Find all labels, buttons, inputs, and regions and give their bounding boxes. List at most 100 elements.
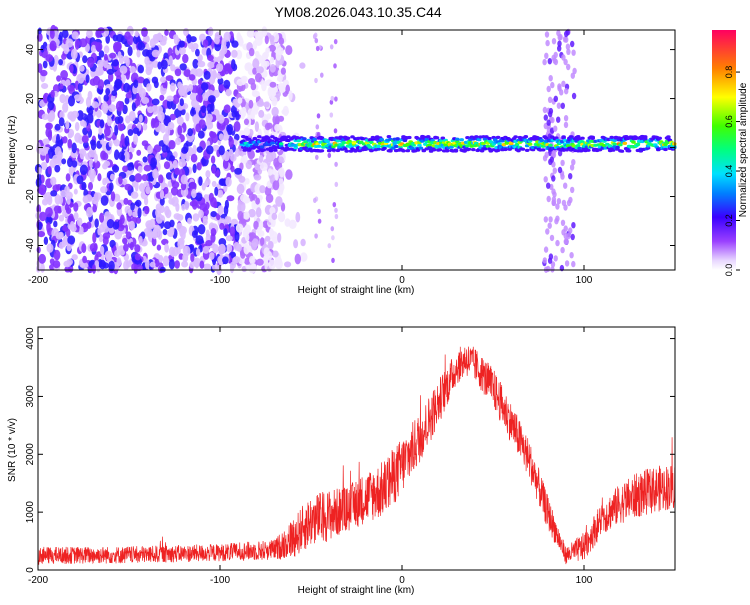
spectrogram-cell (253, 220, 259, 230)
spectrogram-cell (237, 211, 244, 221)
spectrogram-cell (395, 137, 400, 141)
spectrogram-cell (580, 140, 585, 144)
spectrogram-cell (174, 68, 182, 77)
spectrogram-cell (524, 148, 530, 152)
spectrogram-cell (269, 63, 276, 73)
spectrogram-cell (195, 235, 204, 245)
spectrogram-cell (203, 70, 211, 80)
spectrogram-cell (476, 138, 482, 142)
spectrogram-x-axis-label: Height of straight line (km) (298, 285, 415, 296)
snr-y-tick-label: 4000 (25, 327, 36, 350)
spectrogram-cell (128, 110, 136, 122)
snr-y-tick-label: 0 (25, 567, 36, 573)
spectrogram-cell (550, 266, 555, 273)
spectrogram-cell (386, 135, 392, 139)
spectrogram-cell (157, 32, 162, 41)
spectrogram-cell (199, 260, 205, 269)
spectrogram-cell (278, 37, 285, 45)
spectrogram-cell (142, 49, 150, 57)
spectrogram-cell (124, 97, 130, 105)
spectrogram-cell (114, 250, 121, 258)
snr-y-tick-label: 3000 (25, 385, 36, 408)
spectrogram-cell (82, 255, 87, 264)
spectrogram-cell (174, 167, 181, 175)
spectrogram-cell (164, 243, 170, 253)
spectrogram-cell (313, 32, 318, 38)
spectrogram-cell (288, 219, 297, 229)
spectrogram-cell (239, 162, 244, 171)
spectrogram-cell (271, 212, 278, 220)
spectrogram-cell (293, 239, 299, 249)
spectrogram-cell (550, 81, 555, 89)
spectrogram-cell (189, 36, 197, 43)
spectrogram-cell (109, 52, 117, 59)
spectrogram-cell (568, 227, 573, 234)
spectrogram-cell (571, 92, 577, 100)
spectrogram-cell (191, 188, 197, 199)
spectrogram-cell (67, 84, 75, 92)
spectrogram-cell (327, 152, 332, 158)
spectrogram-cell (122, 237, 128, 245)
spectrogram-cell (129, 66, 136, 74)
spectrogram-cell (102, 236, 109, 246)
spectrogram-cell (550, 261, 556, 268)
spectrogram-cell (188, 74, 196, 81)
spectrogram-cell (217, 205, 224, 216)
spectrogram-cell (177, 237, 185, 245)
spectrogram-cell (169, 113, 176, 121)
spectrogram-cell (314, 77, 318, 84)
spectrogram-cell (455, 137, 460, 141)
spectrogram-cell (376, 147, 382, 151)
spectrogram-cell (319, 149, 325, 153)
spectrogram-cells (34, 24, 677, 276)
spectrogram-cell (98, 259, 107, 270)
spectrogram-cell (104, 211, 112, 220)
spectrogram-cell (259, 162, 268, 172)
spectrogram-cell (124, 183, 132, 191)
spectrogram-cell (176, 246, 181, 255)
spectrogram-cell (247, 78, 256, 85)
spectrogram-cell (544, 31, 550, 38)
spectrogram-cell (299, 62, 306, 69)
spectrogram-cell (251, 238, 259, 248)
spectrogram-cell (272, 250, 279, 258)
spectrogram-frame (37, 29, 676, 271)
spectrogram-cell (548, 143, 553, 147)
spectrogram-cell (557, 150, 563, 157)
spectrogram-cell (211, 165, 217, 174)
spectrogram-cell (155, 207, 162, 218)
spectrogram-cell (125, 92, 132, 99)
spectrogram-cell (192, 58, 199, 69)
spectrogram-cell (142, 35, 150, 43)
spectrogram-cell (268, 228, 274, 237)
spectrogram-cell (424, 137, 430, 141)
spectrogram-cell (94, 218, 99, 228)
spectrogram-cell (247, 108, 255, 119)
spectrogram-cell (421, 149, 427, 153)
spectrogram-cell (277, 211, 286, 223)
spectrogram-cell (259, 145, 265, 149)
spectrogram-cell (254, 121, 259, 132)
spectrogram-cell (166, 95, 174, 102)
spectrogram-cell (117, 121, 125, 132)
spectrogram-cell (622, 141, 628, 145)
spectrogram-cell (145, 258, 150, 270)
spectrogram-cell (92, 160, 101, 169)
spectrogram-cell (53, 249, 61, 261)
spectrogram-cell (102, 226, 109, 234)
spectrogram-cell (547, 96, 553, 104)
spectrogram-cell (200, 82, 209, 91)
spectrogram-cell (549, 156, 554, 163)
spectrogram-cell (110, 95, 116, 102)
spectrogram-cell (231, 110, 238, 118)
spectrogram-cell (79, 149, 85, 160)
spectrogram-cell (575, 135, 581, 139)
spectrogram-cell (97, 173, 102, 182)
spectrogram-cell (183, 69, 191, 78)
spectrogram-cell (545, 39, 550, 47)
spectrogram-cell (484, 135, 489, 139)
spectrogram-cell (38, 184, 47, 196)
spectrogram-cell (138, 114, 143, 123)
spectrogram-cell (35, 177, 42, 188)
